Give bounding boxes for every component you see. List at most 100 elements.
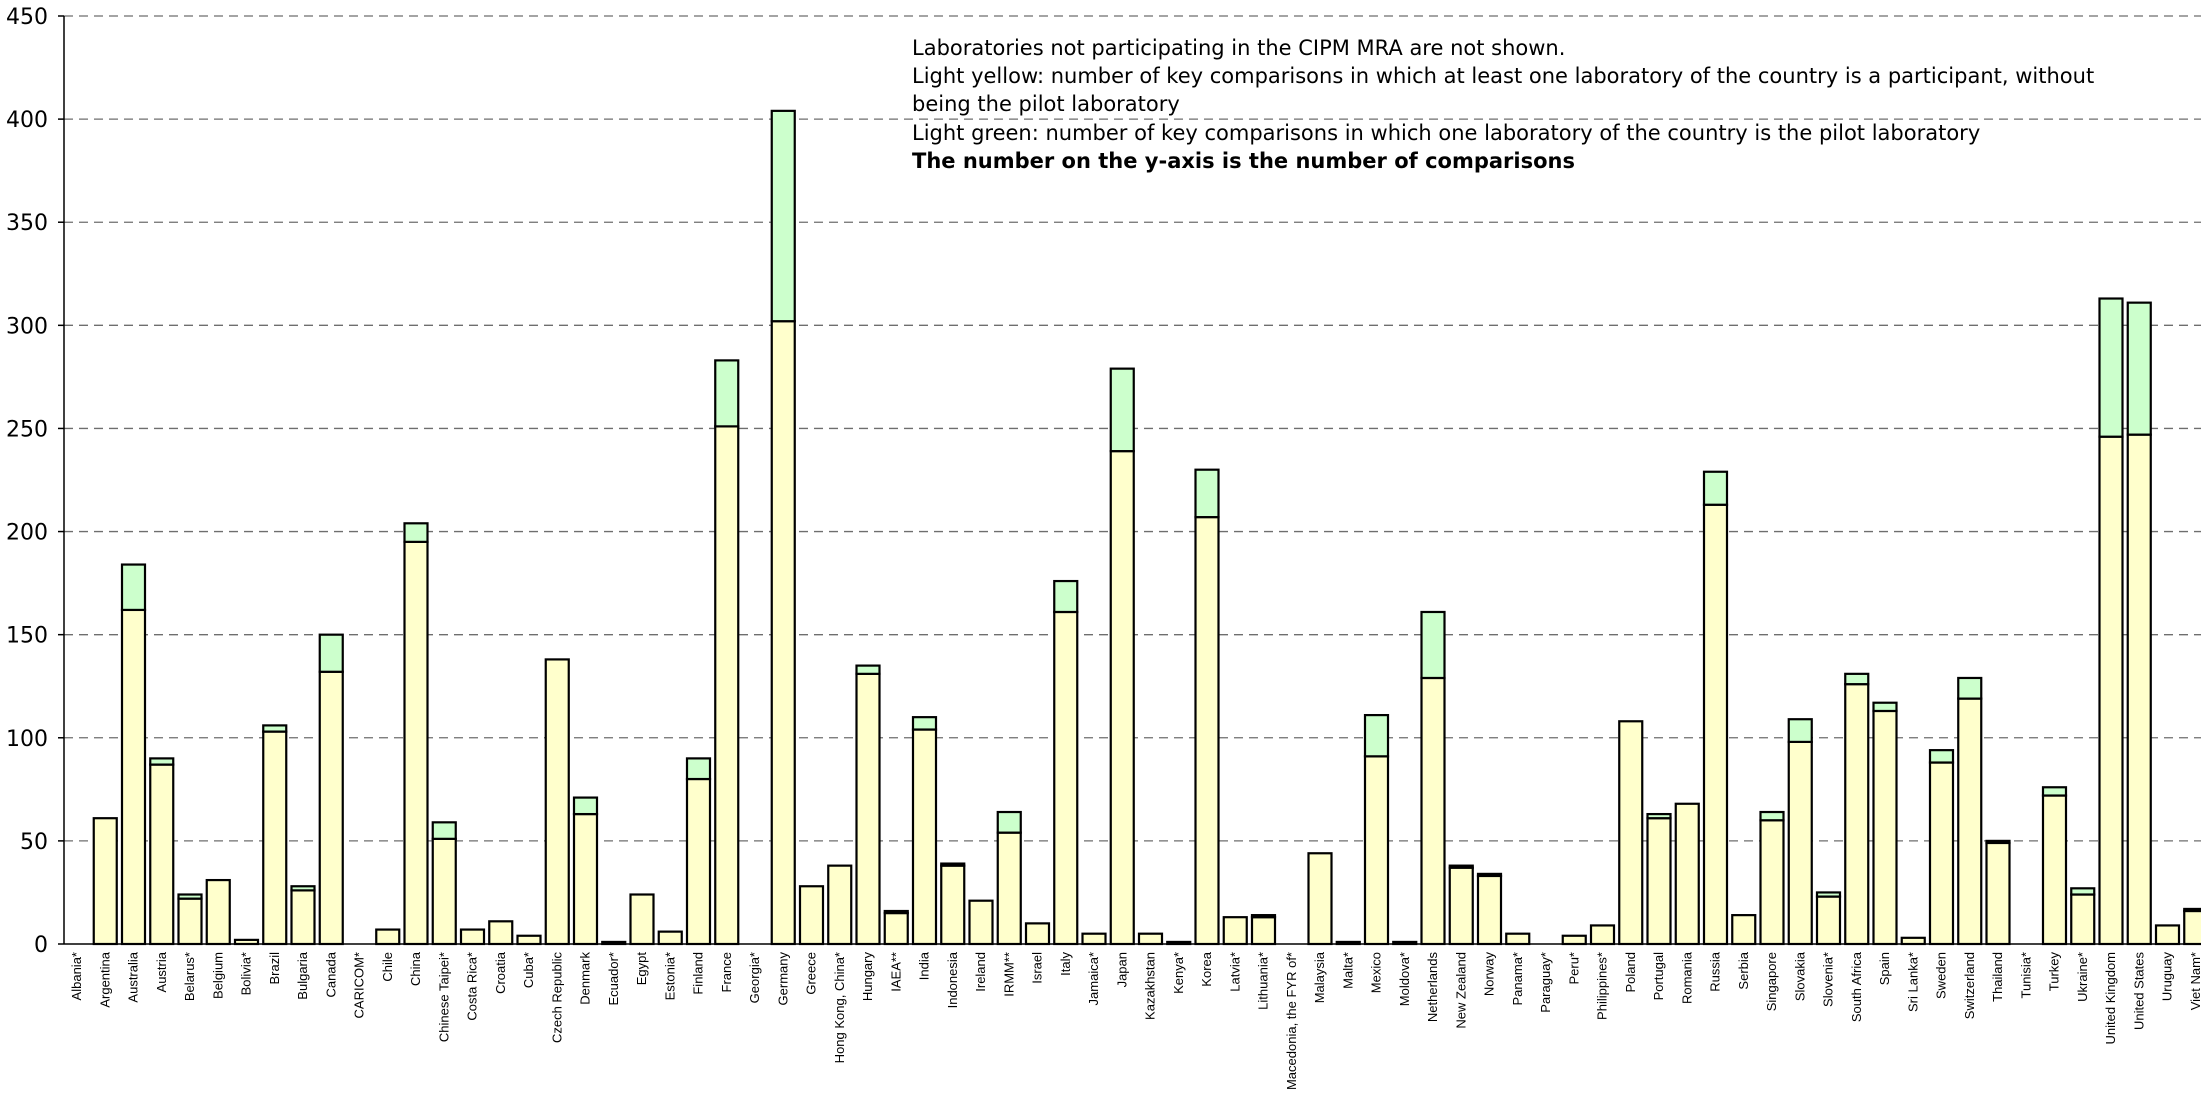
bar-pilot: [290, 885, 316, 892]
x-tick-label: Denmark: [578, 952, 593, 1005]
bar-participant: [1702, 503, 1729, 946]
annotation-line-3: being the pilot laboratory: [912, 92, 1180, 116]
bar-participant: [375, 928, 401, 946]
x-tick-label: Philippines*: [1595, 952, 1610, 1020]
bar-pilot: [1448, 864, 1474, 869]
bar-pilot: [572, 796, 599, 816]
x-tick-label: Slovakia: [1792, 951, 1807, 1001]
bar-participant: [685, 777, 712, 946]
x-tick-label: Hong Kong, China*: [832, 952, 847, 1063]
bar-participant: [1420, 676, 1446, 946]
x-tick-label: Viet Nam*: [2188, 952, 2201, 1010]
x-tick-label: Chile: [380, 952, 395, 982]
x-tick-label: Japan: [1114, 952, 1129, 987]
bar-participant: [1957, 697, 1983, 946]
x-tick-label: Australia: [126, 951, 141, 1002]
bar-pilot: [1702, 470, 1729, 506]
bar-participant: [770, 320, 796, 946]
bar-participant: [318, 670, 344, 946]
x-tick-label: United States: [2131, 952, 2146, 1031]
x-tick-label: Macedonia, the FYR of*: [1284, 952, 1299, 1090]
bar-participant: [1081, 932, 1107, 946]
bar-participant: [1250, 916, 1277, 946]
x-tick-label: Thailand: [1990, 952, 2005, 1002]
x-tick-label: Tunisia*: [2018, 952, 2033, 998]
y-tick-label: 0: [34, 933, 48, 958]
x-tick-label: Singapore: [1764, 952, 1779, 1011]
x-tick-label: Mexico: [1369, 952, 1384, 993]
x-tick-label: Ecuador*: [606, 952, 621, 1005]
bar-pilot: [2183, 907, 2201, 913]
x-tick-label: Norway: [1482, 952, 1497, 997]
x-tick-label: Kenya*: [1171, 952, 1186, 994]
y-tick-label: 100: [6, 727, 48, 752]
x-tick-label: Bulgaria: [295, 951, 310, 999]
bar-participant: [1476, 874, 1503, 946]
bar-pilot: [1815, 891, 1842, 898]
x-tick-label: Kazakhstan: [1143, 952, 1158, 1020]
x-tick-label: Korea: [1199, 951, 1214, 986]
bar-participant: [657, 930, 683, 946]
bar-pilot: [911, 716, 938, 731]
bar-pilot: [149, 757, 175, 766]
y-tick-label: 50: [20, 830, 48, 855]
bar-participant: [1109, 450, 1135, 946]
bar-participant: [120, 608, 147, 946]
x-tick-label: India: [917, 951, 932, 980]
x-tick-label: Panama*: [1510, 952, 1525, 1005]
x-tick-label: Costa Rica*: [465, 952, 480, 1021]
x-tick-label: Chinese Taipei*: [436, 952, 451, 1042]
bar-participant: [1844, 683, 1870, 946]
bar-pilot: [685, 757, 712, 781]
x-tick-label: United Kingdom: [2103, 952, 2118, 1045]
bar-participant: [1137, 932, 1164, 946]
x-tick-label: Albania*: [69, 952, 84, 1000]
bar-pilot: [2070, 887, 2096, 896]
x-tick-label: Moldova*: [1397, 952, 1412, 1006]
x-tick-label: Malaysia: [1312, 951, 1327, 1003]
x-tick-label: Finland: [691, 952, 706, 995]
bar-participant: [629, 893, 655, 946]
x-tick-label: New Zealand: [1453, 952, 1468, 1029]
x-tick-label: Estonia*: [662, 952, 677, 1000]
bar-participant: [1646, 817, 1672, 946]
bar-participant: [177, 897, 203, 946]
bar-participant: [1787, 740, 1813, 946]
bar-pilot: [2041, 786, 2068, 797]
bar-pilot: [318, 633, 344, 673]
bar-participant: [1815, 895, 1842, 946]
bar-participant: [1448, 866, 1474, 946]
bar-pilot: [770, 109, 796, 323]
x-tick-label: Egypt: [634, 952, 649, 986]
bar-participant: [827, 864, 853, 946]
x-tick-label: Austria: [154, 951, 169, 992]
x-tick-label: Canada: [323, 951, 338, 997]
bar-participant: [1505, 932, 1531, 946]
bar-participant: [1053, 610, 1079, 946]
bar-participant: [883, 911, 909, 946]
bar-pilot: [996, 810, 1022, 834]
bar-participant: [544, 658, 570, 946]
y-tick-label: 350: [6, 211, 48, 236]
bar-pilot: [1957, 676, 1983, 700]
bar-pilot: [1872, 701, 1898, 713]
y-tick-label: 300: [6, 314, 48, 339]
bar-participant: [572, 812, 599, 946]
bar-participant: [1589, 924, 1616, 946]
bar-participant: [968, 899, 994, 946]
x-tick-label: Italy: [1058, 952, 1073, 976]
annotation-line-1: Laboratories not participating in the CI…: [912, 36, 1565, 60]
x-tick-label: Malta*: [1340, 952, 1355, 989]
bar-participant: [1307, 852, 1333, 946]
bar-pilot: [1476, 872, 1503, 878]
x-tick-label: Lithuania*: [1256, 952, 1271, 1010]
x-tick-label: Belgium: [210, 952, 225, 999]
annotation-box: Laboratories not participating in the CI…: [912, 36, 2094, 173]
x-tick-label: Paraguay*: [1538, 952, 1553, 1013]
y-tick-label: 150: [6, 624, 48, 649]
bar-pilot: [855, 664, 881, 675]
x-tick-label: CARICOM*: [352, 952, 367, 1018]
y-tick-label: 450: [6, 5, 48, 30]
x-tick-label: Greece: [804, 952, 819, 995]
